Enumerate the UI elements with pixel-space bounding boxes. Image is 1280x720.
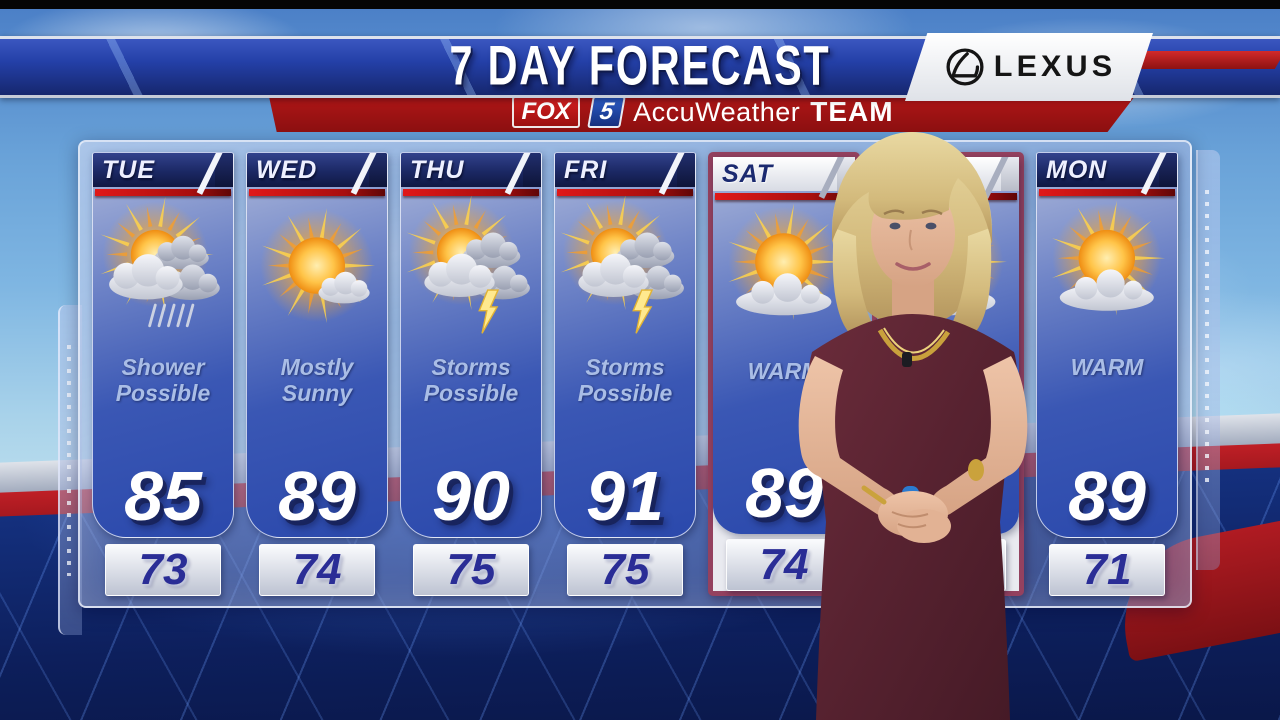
forecast-column-mon: MON WARM 89 71 bbox=[1036, 152, 1178, 596]
accuweather-label: AccuWeather bbox=[633, 96, 801, 127]
fox-logo: FOX bbox=[512, 96, 580, 128]
weather-icon bbox=[401, 196, 541, 354]
low-temp: 71 bbox=[1049, 544, 1165, 596]
forecast-column-thu: THU Storms Possible 90 75 bbox=[400, 152, 542, 596]
banner-red-tail bbox=[1122, 51, 1280, 69]
day-header: MON bbox=[1037, 153, 1177, 195]
high-temp: 85 bbox=[124, 457, 202, 535]
condition-label: Mostly Sunny bbox=[280, 354, 354, 407]
page-title: 7 DAY FORECAST bbox=[449, 33, 831, 97]
high-temp: 89 bbox=[1068, 457, 1146, 535]
low-temp: 74 bbox=[259, 544, 375, 596]
condition-label: Storms Possible bbox=[577, 354, 673, 407]
red-stripe bbox=[557, 189, 693, 196]
forecast-column-tue: TUE Shower Possible 85 73 bbox=[92, 152, 234, 596]
red-stripe bbox=[403, 189, 539, 196]
day-label: MON bbox=[1046, 155, 1108, 184]
right-hud-decoration bbox=[1196, 150, 1220, 570]
condition-label: WARM bbox=[1070, 354, 1144, 380]
sponsor-name: LEXUS bbox=[993, 50, 1117, 83]
high-temp: 91 bbox=[586, 457, 664, 535]
high-temp: 89 bbox=[278, 457, 356, 535]
channel-5-logo: 5 bbox=[586, 96, 626, 128]
condition-label: Storms Possible bbox=[423, 354, 519, 407]
day-label: SAT bbox=[722, 159, 774, 188]
day-label: WED bbox=[256, 155, 318, 184]
red-stripe bbox=[95, 189, 231, 196]
day-label: TUE bbox=[102, 155, 155, 184]
red-stripe bbox=[249, 189, 385, 196]
team-label: TEAM bbox=[810, 96, 894, 127]
high-temp: 90 bbox=[432, 457, 510, 535]
weather-icon bbox=[713, 200, 855, 358]
forecast-column-wed: WED Mostly Sunny 89 74 bbox=[246, 152, 388, 596]
sponsor-panel: LEXUS bbox=[905, 33, 1153, 101]
day-header: TUE bbox=[93, 153, 233, 195]
day-header: WED bbox=[247, 153, 387, 195]
title-banner: 7 DAY FORECAST LEXUS bbox=[0, 33, 1280, 101]
day-label: THU bbox=[410, 155, 465, 184]
weather-presenter bbox=[798, 132, 1028, 720]
low-temp: 75 bbox=[567, 544, 683, 596]
lexus-logo-icon bbox=[946, 48, 984, 86]
station-branding-band: FOX 5 AccuWeather TEAM bbox=[268, 92, 1138, 132]
letterbox-bar bbox=[0, 0, 1280, 9]
condition-label: Shower Possible bbox=[115, 354, 211, 407]
forecast-column-fri: FRI Storms Possible 91 75 bbox=[554, 152, 696, 596]
low-temp: 73 bbox=[105, 544, 221, 596]
weather-icon bbox=[247, 196, 387, 354]
weather-icon bbox=[93, 196, 233, 354]
red-stripe bbox=[1039, 189, 1175, 196]
weather-icon bbox=[555, 196, 695, 354]
day-header: FRI bbox=[555, 153, 695, 195]
day-header: THU bbox=[401, 153, 541, 195]
day-label: FRI bbox=[564, 155, 608, 184]
weather-icon bbox=[1037, 196, 1177, 354]
red-stripe bbox=[715, 193, 853, 200]
low-temp: 75 bbox=[413, 544, 529, 596]
